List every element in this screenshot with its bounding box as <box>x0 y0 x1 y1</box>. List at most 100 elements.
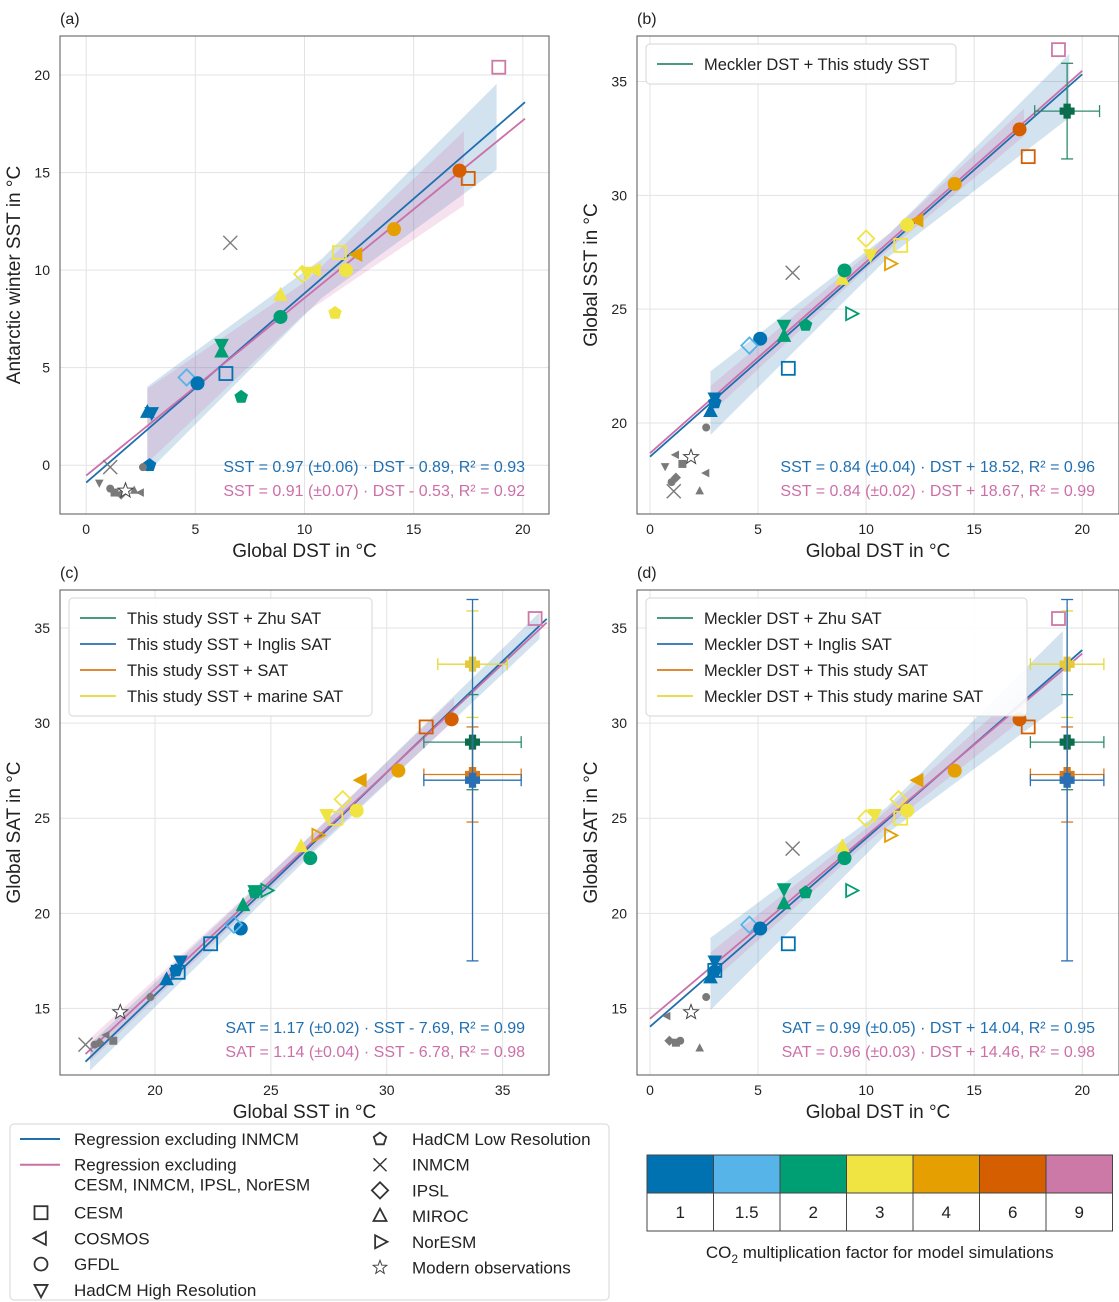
data-point <box>753 921 768 936</box>
data-point <box>776 895 792 910</box>
y-tick-label: 5 <box>42 360 50 376</box>
panel-legend: Meckler DST + This study SST <box>645 43 957 85</box>
legend-label: COSMOS <box>74 1229 150 1248</box>
data-point <box>319 809 334 823</box>
colorbar-label: 1 <box>676 1203 685 1222</box>
error-bar <box>1029 598 1105 962</box>
colorbar-cell <box>846 1192 914 1232</box>
colorbar-swatch <box>912 1154 980 1194</box>
x-tick-label: 15 <box>966 521 982 537</box>
x-tick-label: 20 <box>1074 521 1090 537</box>
x-stroke <box>785 265 801 281</box>
chart-panel-d: 0 5 10 15 20 15 20 25 30 35 Global DST in °C Global… <box>581 565 1119 1123</box>
chart-panel-a: 0 5 10 15 20 0 5 10 15 20 Global DST in °C Antarcti… <box>4 11 550 562</box>
error-bar <box>423 598 522 962</box>
data-point <box>682 447 700 465</box>
data-point <box>222 235 238 251</box>
data-point <box>707 955 723 970</box>
colorbar-cell <box>912 1192 980 1232</box>
data-point <box>247 885 262 899</box>
colorbar-label: 1.5 <box>735 1203 759 1222</box>
data-point <box>776 319 792 334</box>
error-bar-marker <box>1059 772 1075 788</box>
y-tick-label: 20 <box>611 415 627 431</box>
data-point <box>695 1043 705 1052</box>
data-point <box>1020 149 1036 165</box>
y-axis-label: Antarctic winter SST in °C <box>4 166 25 384</box>
regression-equation: SST = 0.84 (±0.02) · DST + 18.67, R² = 0… <box>780 483 1095 500</box>
data-point <box>856 229 876 248</box>
legend-label: Regression excluding INMCM <box>74 1130 299 1149</box>
data-point <box>190 376 205 391</box>
x-stroke <box>102 459 118 475</box>
legend-label: Meckler DST + This study marine SAT <box>704 688 983 706</box>
regression-line <box>649 70 1083 454</box>
data-point <box>293 838 309 853</box>
data-point <box>214 343 229 358</box>
colorbar-cell <box>1045 1192 1113 1232</box>
data-point <box>837 263 852 278</box>
x-axis-label: Global DST in °C <box>806 541 951 562</box>
caption-suffix: multiplication factor for model simulati… <box>738 1243 1054 1262</box>
data-point <box>311 827 327 844</box>
legend-marker <box>33 1205 49 1221</box>
y-tick-label: 15 <box>34 165 50 181</box>
legend-label: CESM <box>74 1204 123 1223</box>
x-tick-label: 10 <box>858 1082 874 1098</box>
legend-box <box>68 597 373 717</box>
data-point <box>867 809 883 823</box>
x-axis-label: Global DST in °C <box>806 1102 951 1123</box>
x-tick-label: 35 <box>495 1082 511 1098</box>
data-point <box>273 309 288 324</box>
x-tick-label: 15 <box>406 521 422 537</box>
regression-equation: SAT = 1.14 (±0.04) · SST - 6.78, R² = 0.… <box>225 1044 525 1061</box>
x-tick-label: 25 <box>263 1082 279 1098</box>
legend-label: MIROC <box>412 1207 469 1226</box>
x-tick-label: 20 <box>515 521 531 537</box>
chart-panel-b: 0 5 10 15 20 20 25 30 35 Global DST in °C Global S… <box>581 11 1119 562</box>
regression-equation: SST = 0.84 (±0.04) · DST + 18.52, R² = 0… <box>780 459 1095 476</box>
colorbar-swatch <box>646 1154 714 1194</box>
data-point <box>338 263 353 278</box>
data-point <box>203 936 219 952</box>
legend-box <box>645 597 1028 717</box>
regression-equation: SST = 0.91 (±0.07) · DST - 0.53, R² = 0.… <box>223 483 525 500</box>
panel-legend: Meckler DST + Zhu SAT Meckler DST + Ingli… <box>645 597 1028 717</box>
data-point <box>102 459 118 475</box>
data-point <box>662 1011 671 1021</box>
legend-marker <box>374 1233 390 1250</box>
data-point <box>218 366 234 381</box>
plot-area <box>77 598 548 1071</box>
colorbar-label: 2 <box>809 1203 818 1222</box>
y-tick-label: 35 <box>611 74 627 90</box>
data-point <box>676 1036 685 1045</box>
colorbar-swatch <box>779 1154 847 1194</box>
data-point <box>776 883 792 898</box>
data-point <box>947 176 962 191</box>
y-tick-label: 20 <box>34 905 50 921</box>
data-point <box>116 481 135 499</box>
y-tick-label: 10 <box>34 262 50 278</box>
legend-label: HadCM Low Resolution <box>412 1130 591 1149</box>
plot-frame <box>59 589 550 1076</box>
x-stroke <box>77 1037 93 1053</box>
data-point <box>260 882 276 899</box>
y-tick-label: 0 <box>42 457 50 473</box>
panel-label: (a) <box>60 11 80 28</box>
data-point <box>776 327 792 342</box>
regression-line <box>85 101 526 484</box>
x-tick-label: 10 <box>297 521 313 537</box>
y-axis-label: Global SAT in °C <box>4 761 25 903</box>
plot-area <box>649 42 1101 499</box>
data-point <box>77 1037 93 1053</box>
legend-label: Regression excluding <box>74 1156 237 1175</box>
data-point <box>780 936 796 952</box>
data-point <box>303 851 318 866</box>
data-point <box>444 712 459 727</box>
data-point <box>703 403 718 417</box>
data-point <box>111 1002 130 1020</box>
data-point <box>348 247 363 262</box>
data-point <box>352 772 367 788</box>
data-point <box>702 423 711 432</box>
